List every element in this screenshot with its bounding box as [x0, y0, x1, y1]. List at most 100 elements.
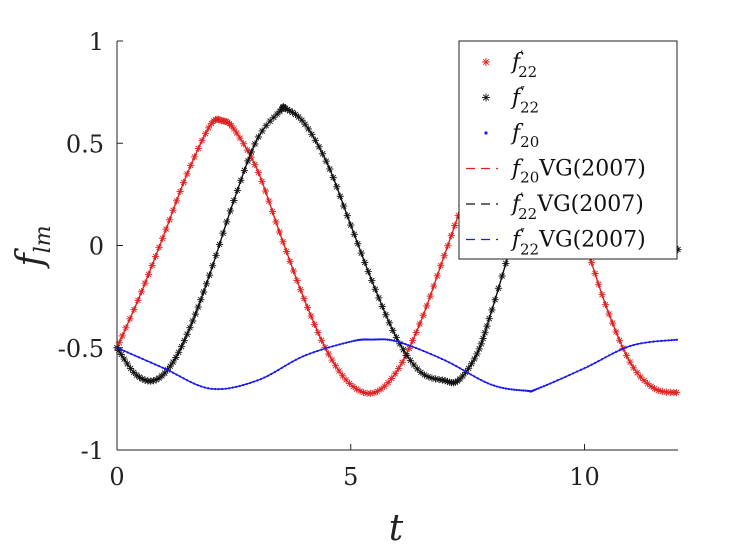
series-marker [305, 353, 308, 357]
series-marker [398, 341, 401, 344]
series-marker [587, 259, 596, 267]
series-marker [263, 376, 266, 379]
series-marker [473, 375, 476, 378]
series-marker [219, 229, 227, 237]
series-marker [380, 338, 383, 341]
series-marker [343, 212, 351, 220]
series-marker [338, 372, 347, 380]
series-marker [399, 346, 407, 354]
series-marker [564, 375, 567, 378]
series-marker [266, 374, 269, 377]
series-marker [576, 370, 579, 373]
series-marker [268, 207, 277, 216]
series-marker [447, 361, 451, 364]
series-marker [210, 387, 213, 390]
series-marker [455, 365, 458, 368]
series-marker [173, 197, 181, 205]
legend-label: f″ 22 [510, 85, 539, 117]
series-marker [489, 383, 493, 386]
series-marker [228, 387, 231, 390]
series-marker [644, 341, 647, 344]
series-marker [440, 252, 448, 260]
series-marker [345, 341, 348, 344]
series-marker [392, 333, 400, 341]
series-marker [568, 373, 571, 377]
series-marker [141, 279, 149, 287]
series-marker [593, 361, 597, 365]
series-marker [384, 338, 387, 341]
series-marker [282, 247, 291, 256]
series-marker [607, 354, 611, 357]
series-marker [286, 257, 294, 265]
legend-label: f′ 22VG(2007) [510, 191, 644, 223]
series-marker [293, 276, 301, 285]
series-marker [357, 249, 365, 257]
series-marker [675, 338, 678, 341]
series-marker [342, 376, 350, 384]
series-marker [368, 276, 376, 285]
series-marker [522, 389, 525, 392]
series-marker [658, 387, 666, 396]
series-marker [214, 387, 217, 391]
series-marker [197, 296, 205, 304]
series-marker [352, 339, 355, 342]
series-marker [660, 339, 663, 342]
series-marker [411, 345, 414, 348]
series-marker [430, 282, 438, 290]
series-marker [583, 367, 586, 370]
series-marker [233, 186, 241, 195]
series-marker [475, 345, 483, 353]
series-marker [612, 328, 620, 336]
series-marker [317, 336, 326, 344]
series-marker [626, 358, 634, 366]
series-marker [632, 343, 635, 347]
series-marker [320, 348, 323, 351]
series-marker [186, 324, 194, 332]
series-marker [145, 359, 148, 362]
series-marker [518, 389, 521, 392]
series-marker [120, 355, 128, 363]
series-marker [499, 386, 502, 389]
series-marker [611, 352, 614, 355]
series-marker [301, 355, 304, 358]
series-marker [123, 349, 126, 353]
series-marker [328, 356, 336, 364]
legend-marker [482, 58, 490, 66]
series-marker [663, 339, 667, 342]
series-marker [249, 381, 252, 384]
series-marker [379, 338, 382, 341]
series-marker [133, 354, 136, 357]
series-marker [542, 385, 545, 388]
series-marker [600, 358, 604, 361]
series-marker [240, 166, 248, 174]
series-marker [409, 337, 417, 345]
series-marker [618, 349, 621, 352]
series-marker [287, 362, 290, 365]
series-marker [182, 377, 185, 380]
series-marker [391, 370, 399, 378]
series-marker [601, 301, 610, 309]
series-marker [483, 322, 491, 330]
series-marker [347, 221, 355, 229]
series-marker [144, 270, 153, 278]
series-marker [298, 116, 306, 124]
series-marker [126, 315, 134, 323]
series-marker [372, 338, 375, 341]
legend-label: f20VG(2007) [510, 157, 646, 187]
series-marker [252, 380, 255, 383]
y-tick-label: 0.5 [66, 130, 104, 158]
series-marker [673, 338, 676, 342]
series-marker [326, 165, 334, 173]
x-axis-label: t [389, 508, 404, 549]
series-marker [403, 351, 411, 359]
series-marker [477, 340, 485, 348]
series-marker [122, 324, 130, 332]
series-marker [183, 170, 191, 178]
legend-marker [484, 131, 488, 135]
series-marker [614, 350, 618, 353]
series-marker [388, 338, 391, 341]
series-marker [175, 373, 178, 376]
series-marker [270, 113, 278, 121]
